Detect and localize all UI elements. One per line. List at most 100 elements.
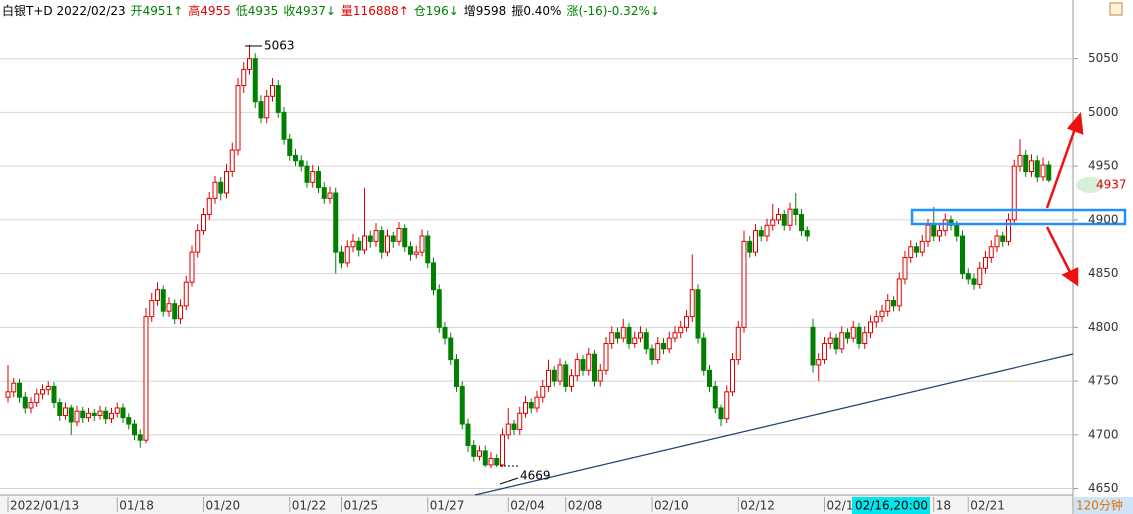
candle-body bbox=[436, 289, 442, 328]
x-tick-label: 18 bbox=[936, 499, 951, 513]
candle-body bbox=[839, 332, 845, 350]
candle-body bbox=[68, 407, 74, 423]
x-labels: 2022/01/13 01/18 01/20 01/22 01/25 01/27 02/04… bbox=[7, 497, 1005, 513]
candle-body bbox=[868, 321, 873, 334]
candle-body bbox=[379, 230, 385, 253]
candle-body bbox=[11, 382, 17, 393]
candle-body bbox=[799, 214, 804, 232]
candle-body bbox=[1023, 154, 1029, 173]
candle-body bbox=[86, 412, 91, 419]
candle-body bbox=[730, 359, 735, 393]
candle-body bbox=[534, 396, 540, 409]
candle-body bbox=[523, 402, 528, 414]
period-label[interactable]: 120分钟 bbox=[1076, 498, 1123, 513]
candle-body bbox=[712, 385, 718, 409]
header-item: 低4935 bbox=[236, 4, 279, 18]
candle-body bbox=[862, 332, 868, 344]
settings-icon[interactable] bbox=[1109, 2, 1123, 16]
candle-body bbox=[206, 197, 212, 216]
arrow-up-head bbox=[1066, 111, 1084, 135]
candle-body bbox=[620, 326, 626, 339]
x-tick-label: 01/22 bbox=[292, 499, 327, 513]
highlight-box bbox=[910, 208, 1127, 226]
candle-body bbox=[264, 95, 270, 119]
candle-body bbox=[51, 385, 57, 404]
candle-body bbox=[1034, 160, 1040, 178]
candle-body bbox=[189, 251, 195, 283]
candle-body bbox=[270, 85, 275, 97]
candle-body bbox=[396, 227, 402, 242]
header-item: 白银T+D 2022/02/23 bbox=[2, 3, 126, 18]
candle-body bbox=[252, 58, 258, 103]
x-tick-label: 01/25 bbox=[344, 499, 379, 513]
last-price-bg bbox=[1076, 177, 1104, 193]
candle-body bbox=[132, 423, 137, 436]
candle-body bbox=[172, 303, 178, 320]
candle-body bbox=[557, 364, 563, 382]
x-tick-label: 02/1 bbox=[827, 499, 854, 513]
candle-body bbox=[931, 224, 937, 237]
candle-body bbox=[908, 246, 914, 258]
min-leader2 bbox=[499, 477, 519, 485]
candle-body bbox=[873, 316, 879, 323]
candle-body bbox=[321, 187, 327, 199]
candle-body bbox=[925, 224, 931, 242]
candle-body bbox=[281, 111, 287, 140]
candle-body bbox=[471, 445, 477, 457]
candle-body bbox=[114, 407, 120, 414]
max-label: 5063 bbox=[264, 39, 295, 53]
y-tick-label: 4800 bbox=[1088, 320, 1119, 334]
candle-body bbox=[747, 240, 753, 253]
candle-body bbox=[643, 332, 649, 350]
header-item: 仓196↓ bbox=[414, 4, 459, 18]
x-tick-label: 01/18 bbox=[119, 499, 154, 513]
candle-body bbox=[770, 219, 776, 226]
candle-body bbox=[333, 192, 339, 253]
candle-body bbox=[218, 181, 224, 194]
candle-body bbox=[402, 227, 408, 248]
candle-body bbox=[373, 230, 379, 242]
candle-body bbox=[1011, 165, 1017, 221]
header-item: 涨(-16)-0.32%↓ bbox=[566, 3, 659, 18]
period-box[interactable] bbox=[1074, 497, 1133, 514]
candle-body bbox=[718, 407, 724, 420]
candle-body bbox=[615, 332, 620, 339]
candle-body bbox=[626, 326, 632, 344]
grid bbox=[0, 58, 1078, 490]
candle-body bbox=[442, 326, 448, 339]
candle-body bbox=[178, 305, 183, 320]
candle-body bbox=[316, 171, 321, 189]
candle-body bbox=[212, 181, 218, 199]
y-tick-label: 4950 bbox=[1088, 159, 1119, 173]
candle-body bbox=[304, 165, 310, 183]
candle-body bbox=[477, 450, 482, 457]
candle-body bbox=[707, 369, 712, 387]
y-tick-label: 4850 bbox=[1088, 266, 1119, 280]
candle-body bbox=[45, 385, 51, 391]
candle-body bbox=[563, 364, 569, 387]
candle-body bbox=[574, 359, 580, 377]
candle-body bbox=[183, 281, 189, 307]
candle-body bbox=[954, 224, 960, 237]
candle-body bbox=[845, 332, 850, 339]
trend-line bbox=[474, 353, 1074, 496]
x-tick-label: 02/08 bbox=[568, 499, 603, 513]
candle-body bbox=[678, 326, 684, 334]
candle-body bbox=[1000, 235, 1006, 242]
candle-body bbox=[1006, 219, 1011, 242]
candle-body bbox=[247, 58, 252, 70]
candle-body bbox=[597, 369, 603, 382]
candle-body bbox=[879, 310, 885, 318]
candle-body bbox=[666, 337, 672, 350]
candle-body bbox=[350, 240, 356, 248]
candle-body bbox=[971, 278, 977, 285]
candle-body bbox=[695, 289, 701, 339]
candle-body bbox=[528, 402, 534, 409]
candle-body bbox=[793, 208, 799, 216]
x-tick-label: 02/21 bbox=[970, 499, 1005, 513]
candle-body bbox=[781, 214, 787, 226]
candle-body bbox=[97, 410, 103, 416]
candle-body bbox=[810, 326, 816, 366]
candle-body bbox=[126, 417, 132, 425]
candle-body bbox=[1029, 160, 1034, 173]
